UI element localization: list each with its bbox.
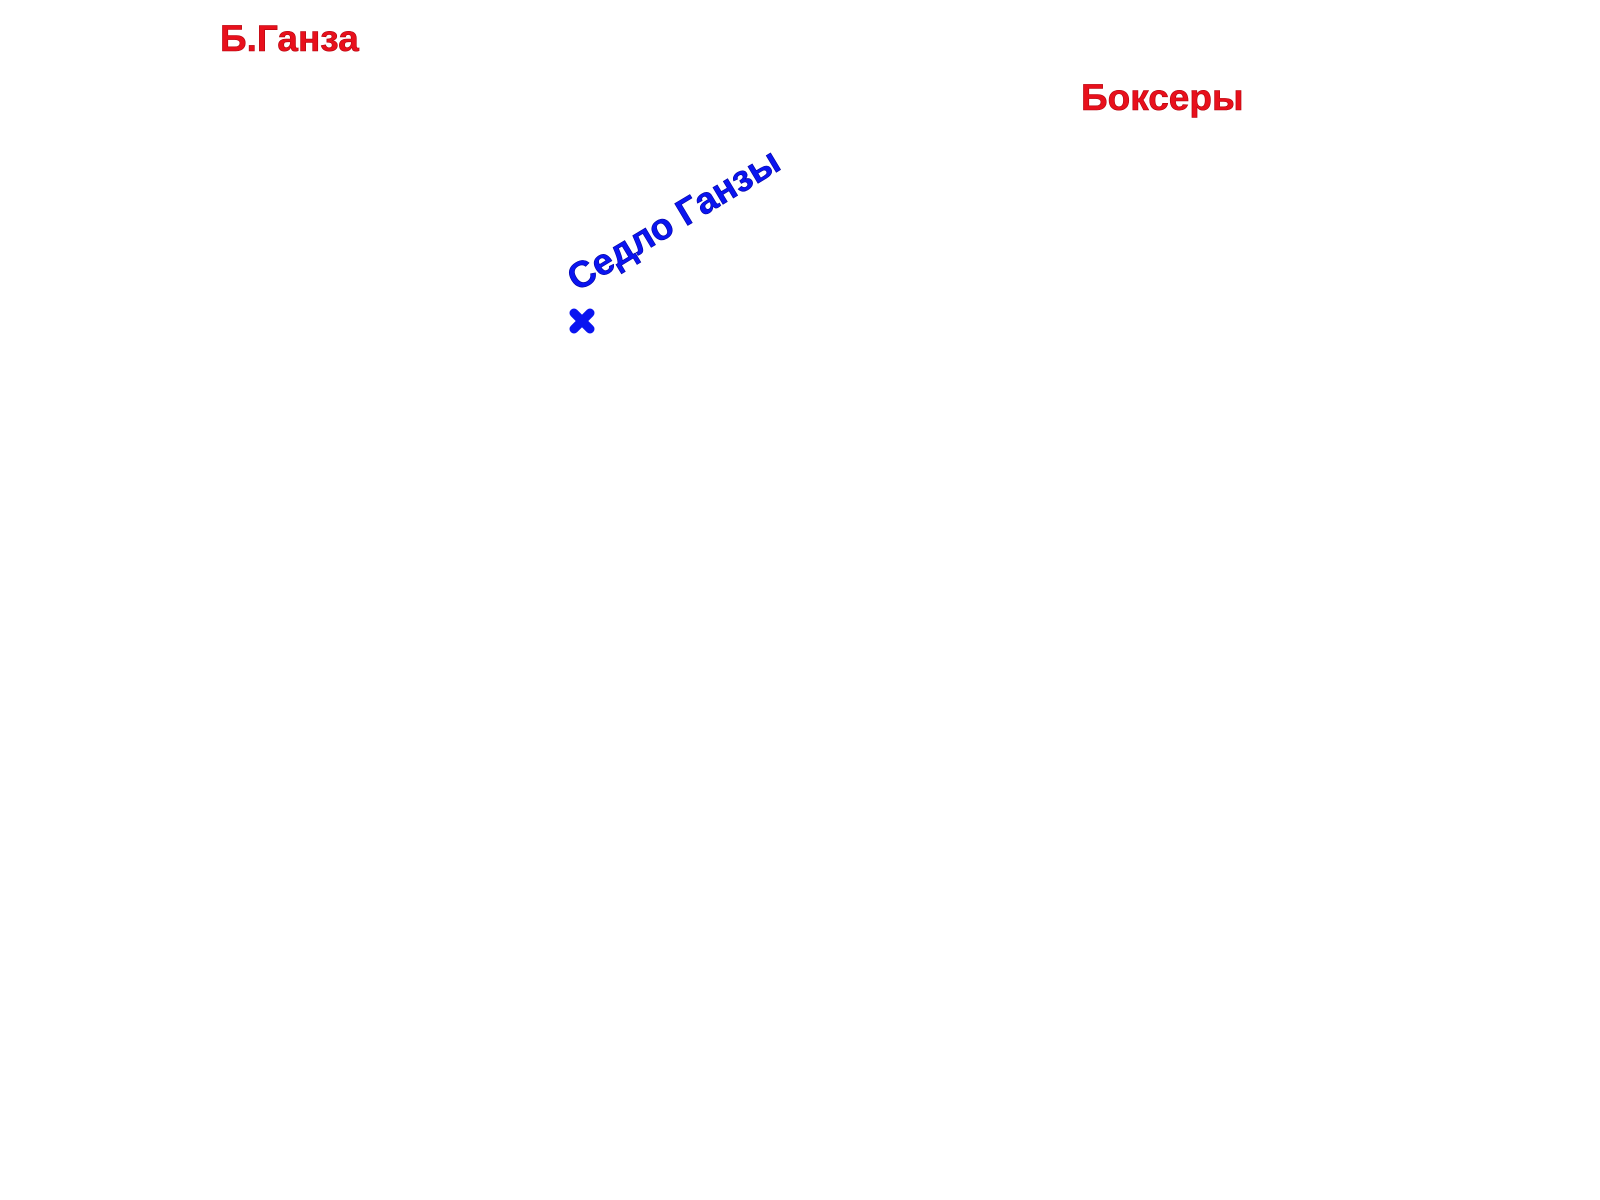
pass-marker — [569, 308, 595, 334]
peak-label: Б.Ганза — [220, 18, 359, 59]
peak-label: Боксеры — [1081, 77, 1244, 118]
